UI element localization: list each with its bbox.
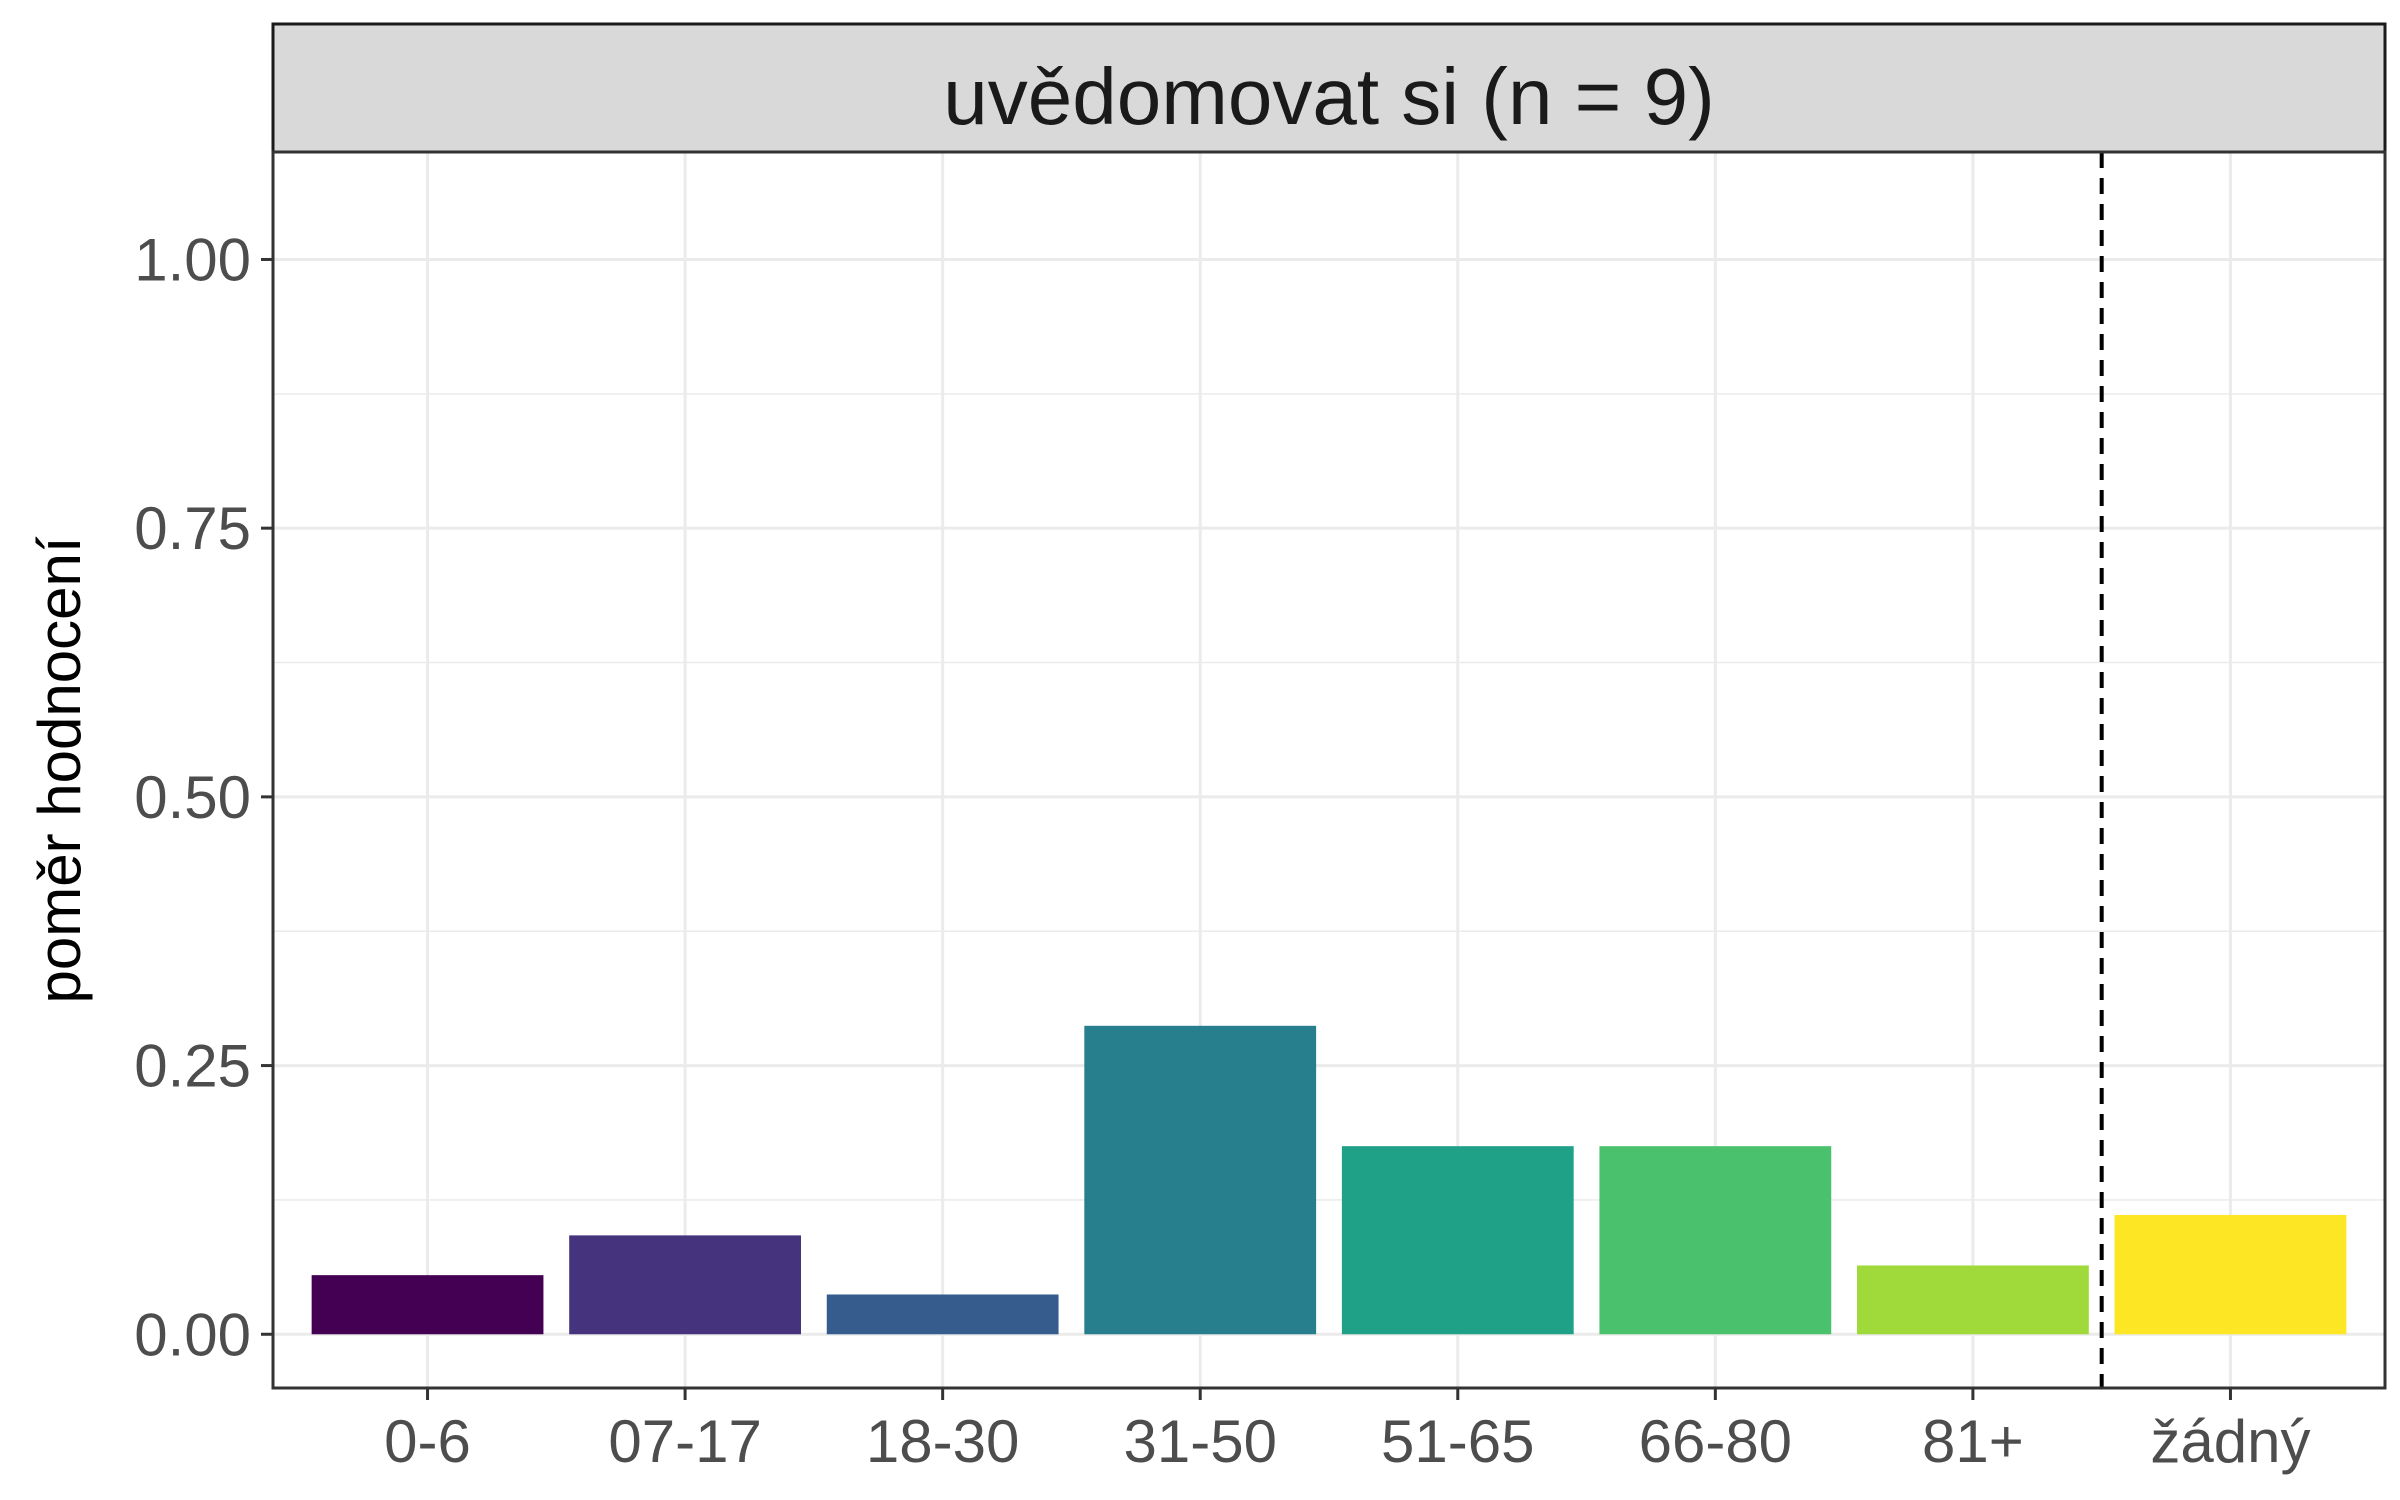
x-tick-label: 0-6	[384, 1408, 471, 1475]
x-tick-label: žádný	[2150, 1408, 2310, 1475]
bar-66-80	[1599, 1146, 1832, 1335]
x-tick-label: 31-50	[1123, 1408, 1276, 1475]
bar-layer	[311, 152, 2347, 1388]
bar-07-17	[569, 1235, 801, 1335]
facet-strip	[271, 22, 2387, 154]
bar-žádný	[2114, 1214, 2347, 1335]
y-tick-label: 0.50	[134, 764, 251, 831]
x-tick-label: 51-65	[1381, 1408, 1534, 1475]
bar-31-50	[1084, 1025, 1317, 1335]
bar-0-6	[311, 1275, 544, 1335]
y-tick-label: 0.00	[134, 1301, 251, 1368]
chart-title: uvědomovat si (n = 9)	[943, 52, 1714, 141]
y-tick-label: 0.25	[134, 1033, 251, 1100]
x-tick-label: 07-17	[608, 1408, 761, 1475]
axis-layer: 0.00 0.25 0.50 0.75 1.00 0-6 07-17 18-30 31-50 51…	[134, 226, 2310, 1475]
bar-81+	[1857, 1265, 2089, 1335]
panel-border	[271, 150, 2387, 1390]
grid-layer	[273, 152, 2385, 1388]
bar-51-65	[1341, 1146, 1574, 1335]
x-tick-label: 66-80	[1639, 1408, 1792, 1475]
y-axis-label: poměr hodnocení	[26, 536, 93, 1003]
x-tick-label: 18-30	[866, 1408, 1019, 1475]
x-tick-label: 81+	[1922, 1408, 2024, 1475]
bar-18-30	[826, 1294, 1059, 1335]
y-tick-label: 0.75	[134, 495, 251, 562]
y-tick-label: 1.00	[134, 226, 251, 293]
